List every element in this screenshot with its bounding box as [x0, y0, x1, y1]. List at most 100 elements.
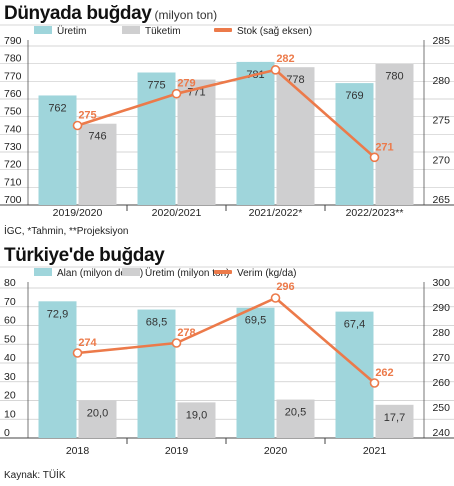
y-tick-right: 270 — [432, 154, 450, 166]
y-tick-right: 280 — [432, 327, 450, 339]
line-data-label: 278 — [177, 327, 195, 339]
bar-data-label: 69,5 — [245, 315, 266, 327]
y-tick-left: 760 — [4, 88, 22, 100]
bar-data-label: 17,7 — [384, 412, 405, 424]
legend-swatch — [34, 26, 52, 34]
legend-label: Stok (sağ eksen) — [237, 26, 312, 37]
bar — [236, 61, 275, 206]
bar — [137, 72, 176, 205]
y-tick-right: 265 — [432, 194, 450, 206]
bar-data-label: 780 — [385, 71, 403, 83]
y-tick-left: 40 — [4, 352, 16, 364]
y-tick-left: 70 — [4, 296, 16, 308]
bar — [335, 83, 374, 205]
y-tick-right: 260 — [432, 377, 450, 389]
line-point — [270, 65, 281, 75]
turkey-wheat-plot: 80 70 60 50 40 30 20 10 0 300 290 280 270 260 250 240 Al… — [0, 266, 454, 457]
legend-label: Üretim (milyon ton) — [145, 267, 229, 279]
legend-label: Üretim — [57, 25, 86, 37]
chart-footnote: İGC, *Tahmin, **Projeksiyon — [4, 226, 129, 237]
line-data-label: 262 — [375, 367, 393, 379]
y-tick-left: 10 — [4, 408, 16, 420]
legend-swatch — [34, 268, 52, 276]
line-point — [171, 88, 182, 99]
y-tick-right: 240 — [432, 427, 450, 439]
bar — [236, 307, 275, 438]
x-tick-label: 2018 — [66, 445, 90, 457]
y-tick-left: 730 — [4, 141, 22, 153]
bar-data-label: 67,4 — [344, 319, 365, 331]
line-data-label: 274 — [78, 337, 97, 349]
x-tick-label: 2019 — [165, 445, 189, 457]
world-wheat-plot: 790 780 770 760 750 740 730 720 710 700 285 280 275 2… — [0, 24, 454, 219]
bar-data-label: 19,0 — [186, 409, 207, 421]
line-point — [369, 378, 380, 388]
x-tick-label: 2021 — [363, 445, 387, 457]
bar — [276, 399, 315, 438]
line-point — [72, 120, 83, 131]
y-tick-left: 720 — [4, 159, 22, 171]
legend-line-swatch — [214, 270, 232, 274]
line-point — [270, 293, 281, 303]
bar — [375, 63, 414, 205]
bar — [38, 95, 77, 205]
legend-line-swatch — [214, 28, 232, 32]
y-tick-left: 780 — [4, 53, 22, 65]
bar — [38, 301, 77, 438]
bar-data-label: 72,9 — [47, 308, 68, 320]
y-tick-right: 250 — [432, 402, 450, 414]
x-tick-label: 2022/2023** — [346, 207, 404, 219]
bar-data-label: 20,0 — [87, 408, 108, 420]
bar-data-label: 746 — [88, 131, 106, 143]
y-tick-right: 270 — [432, 352, 450, 364]
bar — [78, 400, 117, 438]
line-point — [171, 338, 182, 348]
x-tick-label: 2021/2022* — [249, 207, 303, 219]
line-data-label: 271 — [375, 141, 393, 153]
chart-title-main: Türkiye'de buğday — [4, 245, 165, 266]
series-line — [77, 296, 376, 384]
y-tick-left: 770 — [4, 70, 22, 82]
bar-data-label: 762 — [48, 102, 66, 114]
y-tick-right: 290 — [432, 302, 450, 314]
y-tick-left: 60 — [4, 315, 16, 327]
chart-subtitle: (milyon ton) — [154, 8, 218, 22]
bar — [276, 67, 315, 205]
y-tick-left: 740 — [4, 123, 22, 135]
line-data-label: 275 — [78, 110, 96, 122]
line-data-label: 296 — [276, 281, 294, 293]
source-footnote: Kaynak: TÜİK — [4, 470, 66, 481]
y-tick-right: 285 — [432, 35, 450, 47]
y-tick-left: 50 — [4, 333, 16, 345]
bar — [177, 79, 216, 205]
bar — [177, 402, 216, 438]
bar-data-label: 769 — [345, 90, 363, 102]
bar — [335, 311, 374, 438]
y-tick-right: 300 — [432, 277, 450, 289]
chart-title: Dünyada buğday (milyon ton) — [4, 3, 217, 25]
line-point — [72, 348, 83, 358]
legend-swatch — [122, 268, 140, 276]
y-tick-left: 80 — [4, 277, 16, 289]
chart-turkey-wheat: Türkiye'de buğday 80 70 60 50 40 30 20 10 0 300 29… — [0, 242, 454, 464]
x-tick-label: 2019/2020 — [53, 207, 103, 219]
legend-label: Tüketim — [145, 26, 181, 37]
bar-data-label: 775 — [147, 80, 165, 92]
bar-data-label: 68,5 — [146, 317, 167, 329]
x-tick-label: 2020 — [264, 445, 288, 457]
bar-data-label: 20,5 — [285, 407, 306, 419]
y-tick-left: 750 — [4, 106, 22, 118]
line-data-label: 282 — [276, 53, 294, 65]
line-point — [369, 152, 380, 163]
bar — [375, 404, 414, 438]
y-tick-left: 20 — [4, 390, 16, 402]
y-tick-left: 710 — [4, 176, 22, 188]
bar — [137, 309, 176, 438]
series-line — [77, 68, 376, 159]
line-data-label: 279 — [177, 78, 195, 90]
chart-world-wheat: Dünyada buğday (milyon ton) 790 780 770 760 7… — [0, 0, 454, 240]
y-tick-right: 280 — [432, 75, 450, 87]
y-tick-right: 275 — [432, 115, 450, 127]
y-tick-left: 0 — [4, 427, 10, 439]
legend-label: Alan (milyon dekar) — [57, 268, 143, 279]
